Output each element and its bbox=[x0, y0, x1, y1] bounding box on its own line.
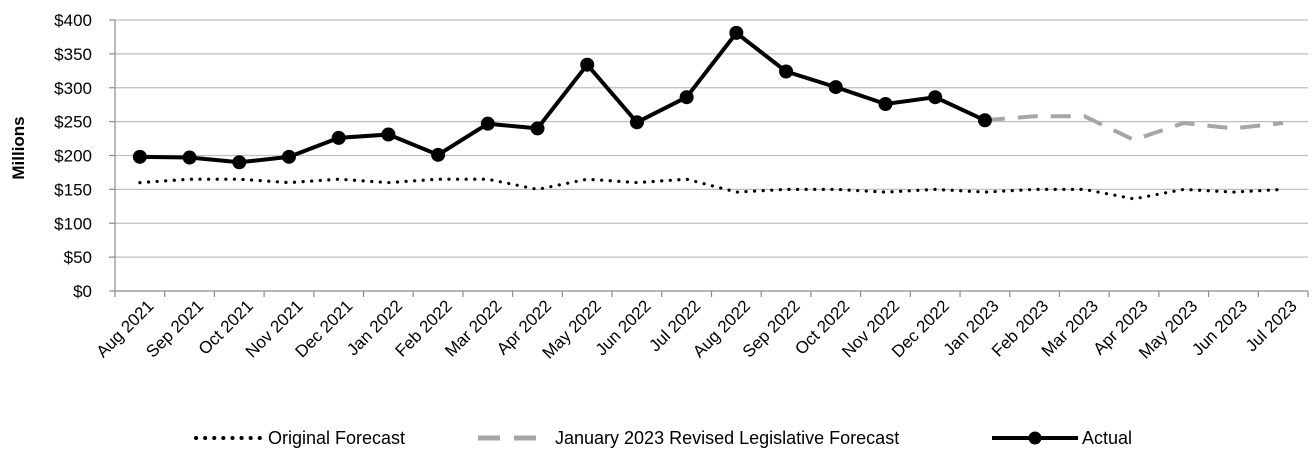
data-point bbox=[381, 127, 396, 142]
data-point bbox=[928, 90, 943, 105]
data-point bbox=[331, 130, 346, 145]
legend: Original Forecast January 2023 Revised L… bbox=[194, 428, 1132, 448]
data-point bbox=[779, 64, 794, 79]
series-lines bbox=[132, 25, 1285, 201]
y-tick-label: $250 bbox=[54, 113, 92, 132]
y-tick-label: $0 bbox=[73, 282, 92, 301]
x-tick-label: Jun 2022 bbox=[592, 296, 655, 359]
data-point bbox=[431, 147, 446, 162]
legend-item-revised-forecast: January 2023 Revised Legislative Forecas… bbox=[478, 428, 899, 448]
x-tick-label: Jun 2023 bbox=[1188, 296, 1251, 359]
y-tick-label: $200 bbox=[54, 147, 92, 166]
legend-marker-actual bbox=[1028, 431, 1042, 445]
data-point bbox=[182, 150, 197, 165]
y-tick-labels: $0 $50 $100 $150 $200 $250 $300 $350 $400 bbox=[54, 11, 92, 301]
y-tick-label: $300 bbox=[54, 79, 92, 98]
legend-label-revised-forecast: January 2023 Revised Legislative Forecas… bbox=[555, 428, 899, 448]
series-line-0 bbox=[138, 177, 1285, 201]
legend-item-original-forecast: Original Forecast bbox=[194, 428, 405, 448]
series-line-2 bbox=[137, 30, 987, 165]
data-point bbox=[480, 116, 495, 131]
y-tick-label: $400 bbox=[54, 11, 92, 30]
y-tick-label: $50 bbox=[64, 248, 92, 267]
data-point bbox=[828, 80, 843, 95]
legend-label-actual: Actual bbox=[1082, 428, 1132, 448]
y-axis-title: Millions bbox=[9, 116, 28, 179]
data-point bbox=[729, 25, 744, 40]
data-point bbox=[132, 149, 147, 164]
gridlines bbox=[115, 19, 1308, 258]
legend-item-actual: Actual bbox=[992, 428, 1132, 448]
axes bbox=[109, 19, 1309, 297]
data-point bbox=[530, 121, 545, 136]
data-point bbox=[629, 115, 644, 130]
data-point bbox=[580, 57, 595, 72]
y-tick-label: $350 bbox=[54, 45, 92, 64]
series-line-1 bbox=[984, 114, 1284, 142]
y-tick-label: $150 bbox=[54, 180, 92, 199]
x-tick-label: Jul 2023 bbox=[1242, 296, 1301, 355]
data-point bbox=[679, 90, 694, 105]
data-point bbox=[878, 97, 893, 112]
data-point bbox=[232, 155, 247, 170]
y-tick-label: $100 bbox=[54, 214, 92, 233]
data-point bbox=[281, 149, 296, 164]
data-point bbox=[977, 113, 992, 128]
legend-label-original-forecast: Original Forecast bbox=[268, 428, 405, 448]
